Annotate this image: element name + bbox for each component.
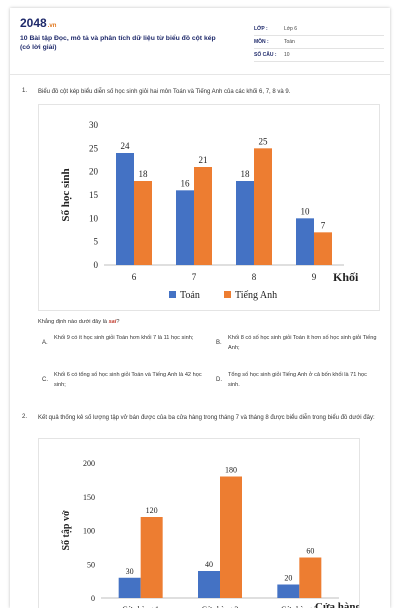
chart-2: 05010015020030120Cửa hàng 140180Cửa hàng… (61, 459, 362, 608)
option-c[interactable]: C. Khối 6 có tổng số học sinh giỏi Toán v… (42, 370, 204, 390)
prompt-suffix: ? (116, 319, 120, 325)
option-text: Khối 9 có ít học sinh giỏi Toán hơn khối… (54, 335, 194, 341)
option-text: Tổng số học sinh giỏi Tiếng Anh ở cả bốn… (228, 372, 367, 388)
question-1-text: Biểu đồ cột kép biểu diễn số học sinh gi… (38, 89, 291, 95)
data-label: 7 (321, 220, 326, 230)
bar-orange (254, 148, 272, 265)
y-tick-label: 0 (91, 594, 95, 603)
option-label: B. (216, 340, 222, 346)
data-label: 60 (306, 547, 314, 556)
meta-row-subject: MÔN : Toán (254, 36, 384, 49)
data-label: 18 (241, 169, 251, 179)
y-tick-label: 0 (94, 260, 99, 270)
y-tick-label: 200 (83, 459, 95, 468)
logo-main-text: 2048 (20, 16, 47, 30)
bar-blue (277, 584, 300, 598)
legend-swatch (169, 291, 176, 298)
y-tick-label: 5 (94, 237, 99, 247)
option-label: D. (216, 377, 222, 383)
prompt-prefix: Khẳng định nào dưới đây là (38, 319, 109, 325)
meta-row-count: SỐ CÂU : 10 (254, 49, 384, 62)
bar-blue (198, 571, 220, 598)
x-axis-label: Cửa hàng (315, 601, 359, 608)
legend-swatch (224, 291, 231, 298)
chart-1-container: 0 5 10 15 20 25 30 24 18 6 16 21 7 18 25 8 10 7 9 Khối Số họ… (38, 104, 380, 311)
chart-1: 0 5 10 15 20 25 30 24 18 6 16 21 7 18 25 8 10 7 9 Khối Số họ… (60, 120, 359, 301)
option-text: Khối 8 có số học sinh giỏi Toán ít hơn s… (228, 335, 377, 351)
header-divider (10, 74, 390, 75)
bar-orange (314, 232, 332, 265)
meta-value: Lớp 6 (284, 26, 298, 32)
option-text: Khối 6 có tổng số học sinh giỏi Toán và … (54, 372, 202, 388)
meta-table: LỚP : Lớp 6 MÔN : Toán SỐ CÂU : 10 (254, 23, 384, 62)
bar-blue (116, 153, 134, 265)
bar-blue (176, 190, 194, 265)
y-tick-label: 30 (89, 120, 99, 130)
option-label: C. (42, 377, 48, 383)
option-a[interactable]: A. Khối 9 có ít học sinh giỏi Toán hơn kh… (42, 333, 204, 346)
option-b[interactable]: B. Khối 8 có số học sinh giỏi Toán ít hơn… (216, 333, 378, 353)
x-tick-label: 8 (252, 272, 257, 282)
data-label: 21 (199, 155, 208, 165)
question-2-text: Kết quả thống kê số lượng tập vở bán đượ… (38, 415, 375, 421)
meta-value: 10 (284, 52, 290, 58)
data-label: 30 (126, 567, 134, 576)
bar-orange (220, 476, 242, 598)
option-d[interactable]: D. Tổng số học sinh giỏi Tiếng Anh ở cả b… (216, 370, 378, 390)
y-tick-label: 15 (89, 190, 99, 200)
data-label: 24 (121, 141, 131, 151)
x-axis-label: Khối (333, 270, 359, 284)
y-tick-label: 150 (83, 493, 95, 502)
bar-orange (194, 167, 212, 265)
question-2-number: 2. (22, 414, 28, 420)
prompt-emphasis: sai (108, 319, 117, 325)
bar-blue (296, 218, 314, 265)
meta-value: Toán (284, 39, 295, 45)
option-label: A. (42, 340, 48, 346)
site-logo[interactable]: 2048.vn (20, 16, 56, 30)
data-label: 20 (284, 574, 292, 583)
y-tick-label: 20 (89, 167, 99, 177)
x-tick-label: 7 (192, 272, 197, 282)
data-label: 40 (205, 560, 213, 569)
data-label: 120 (146, 506, 158, 515)
y-tick-label: 10 (89, 213, 99, 223)
y-axis-label: Số học sinh (60, 168, 72, 221)
bar-orange (299, 557, 322, 598)
meta-key: MÔN : (254, 39, 269, 45)
data-label: 25 (259, 136, 269, 146)
meta-key: SỐ CÂU : (254, 52, 277, 58)
legend-label: Toán (180, 290, 200, 301)
data-label: 18 (139, 169, 149, 179)
bar-orange (140, 517, 163, 598)
logo-suffix-text: .vn (47, 23, 57, 29)
document-title: 10 Bài tập Đọc, mô tả và phân tích dữ li… (20, 35, 216, 51)
question-1-number: 1. (22, 88, 28, 94)
document-page: 2048.vn 10 Bài tập Đọc, mô tả và phân tí… (10, 8, 390, 608)
y-tick-label: 100 (83, 527, 95, 536)
question-1-prompt: Khẳng định nào dưới đây là sai? (38, 319, 119, 325)
meta-key: LỚP : (254, 26, 268, 32)
y-axis-label: Số tập vở (61, 510, 72, 550)
y-tick-label: 50 (87, 560, 95, 569)
y-tick-label: 25 (89, 143, 99, 153)
x-tick-label: 9 (312, 272, 317, 282)
bar-blue (118, 577, 141, 598)
chart-2-container: 05010015020030120Cửa hàng 140180Cửa hàng… (38, 438, 362, 608)
data-label: 180 (225, 466, 237, 475)
bar-blue (236, 181, 254, 265)
bar-orange (134, 181, 152, 265)
legend-label: Tiếng Anh (235, 290, 277, 301)
data-label: 16 (181, 178, 191, 188)
meta-row-grade: LỚP : Lớp 6 (254, 23, 384, 36)
data-label: 10 (301, 206, 311, 216)
x-tick-label: 6 (132, 272, 137, 282)
